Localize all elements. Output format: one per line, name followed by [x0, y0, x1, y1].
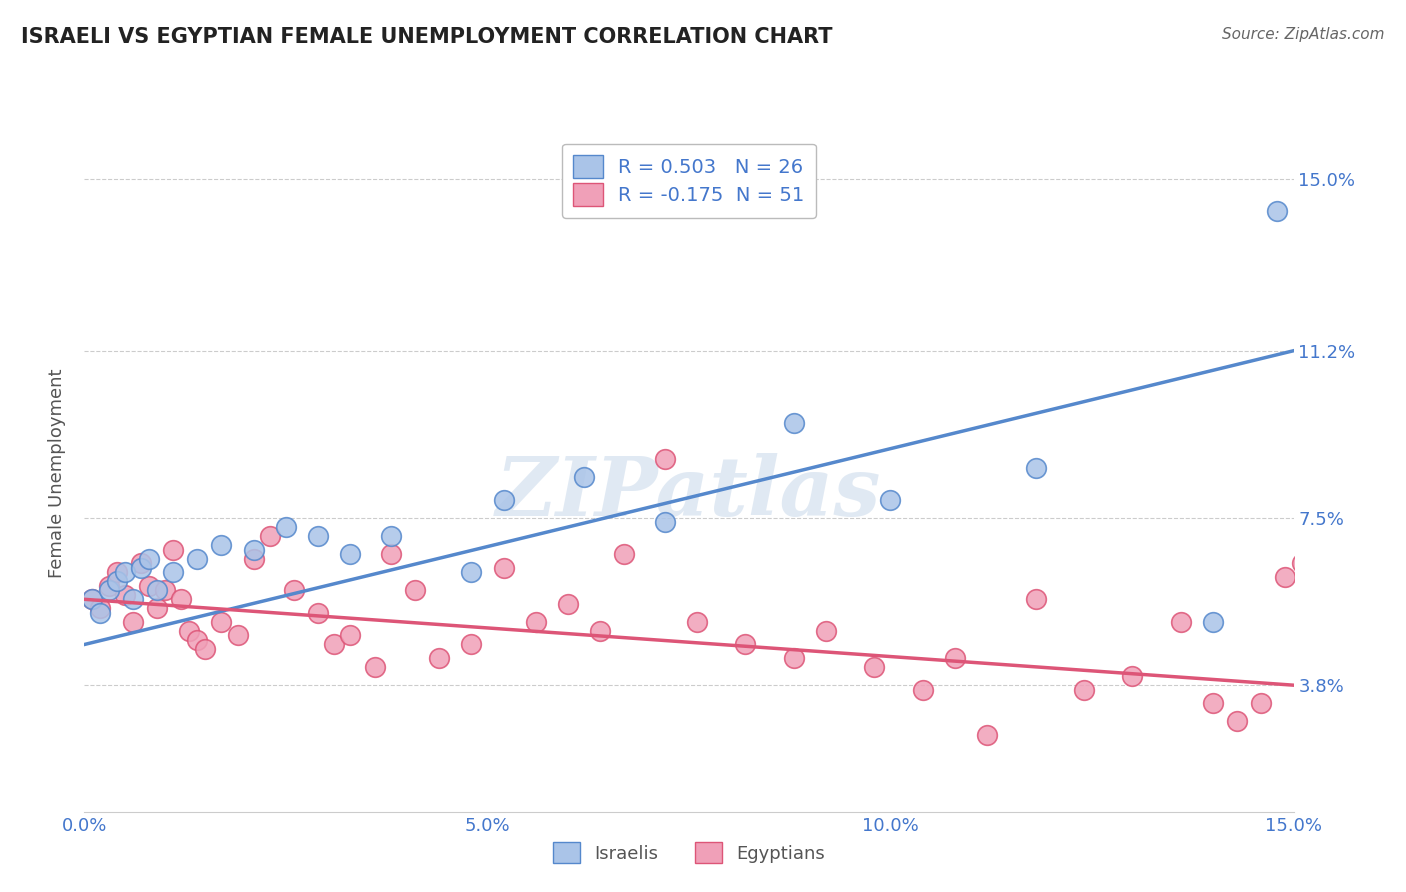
Point	[863, 660, 886, 674]
Point	[654, 452, 676, 467]
Point	[105, 565, 128, 579]
Point	[186, 551, 208, 566]
Point	[179, 624, 201, 638]
Point	[339, 628, 361, 642]
Point	[323, 638, 346, 652]
Point	[1250, 696, 1272, 710]
Text: ZIPatlas: ZIPatlas	[496, 453, 882, 533]
Point	[307, 606, 329, 620]
Point	[814, 624, 837, 638]
Point	[121, 592, 143, 607]
Point	[186, 632, 208, 647]
Point	[492, 492, 515, 507]
Point	[307, 529, 329, 543]
Point	[734, 638, 756, 652]
Point	[783, 651, 806, 665]
Point	[339, 547, 361, 561]
Point	[283, 583, 305, 598]
Point	[226, 628, 249, 642]
Point	[89, 601, 111, 615]
Point	[89, 606, 111, 620]
Point	[209, 538, 232, 552]
Point	[129, 560, 152, 574]
Point	[460, 565, 482, 579]
Point	[129, 556, 152, 570]
Point	[427, 651, 450, 665]
Legend: Israelis, Egyptians: Israelis, Egyptians	[546, 835, 832, 871]
Point	[194, 642, 217, 657]
Point	[170, 592, 193, 607]
Point	[242, 542, 264, 557]
Point	[146, 583, 169, 598]
Point	[138, 551, 160, 566]
Point	[686, 615, 709, 629]
Point	[146, 601, 169, 615]
Point	[589, 624, 612, 638]
Point	[1025, 461, 1047, 475]
Point	[492, 560, 515, 574]
Point	[1202, 696, 1225, 710]
Point	[380, 547, 402, 561]
Point	[557, 597, 579, 611]
Point	[363, 660, 385, 674]
Point	[162, 542, 184, 557]
Point	[654, 516, 676, 530]
Point	[1291, 556, 1313, 570]
Point	[162, 565, 184, 579]
Point	[97, 579, 120, 593]
Point	[879, 492, 901, 507]
Point	[1226, 714, 1249, 729]
Point	[82, 592, 104, 607]
Point	[242, 551, 264, 566]
Point	[911, 682, 934, 697]
Point	[380, 529, 402, 543]
Point	[138, 579, 160, 593]
Point	[524, 615, 547, 629]
Point	[404, 583, 426, 598]
Point	[613, 547, 636, 561]
Point	[1170, 615, 1192, 629]
Point	[572, 470, 595, 484]
Text: ISRAELI VS EGYPTIAN FEMALE UNEMPLOYMENT CORRELATION CHART: ISRAELI VS EGYPTIAN FEMALE UNEMPLOYMENT …	[21, 27, 832, 46]
Point	[209, 615, 232, 629]
Text: Source: ZipAtlas.com: Source: ZipAtlas.com	[1222, 27, 1385, 42]
Point	[97, 583, 120, 598]
Point	[114, 565, 136, 579]
Point	[274, 520, 297, 534]
Point	[1274, 570, 1296, 584]
Point	[82, 592, 104, 607]
Point	[259, 529, 281, 543]
Point	[153, 583, 176, 598]
Point	[1025, 592, 1047, 607]
Point	[105, 574, 128, 589]
Point	[1073, 682, 1095, 697]
Point	[1267, 203, 1289, 218]
Point	[121, 615, 143, 629]
Point	[943, 651, 966, 665]
Point	[976, 728, 998, 742]
Point	[114, 588, 136, 602]
Point	[460, 638, 482, 652]
Point	[783, 416, 806, 430]
Point	[1202, 615, 1225, 629]
Point	[1121, 669, 1143, 683]
Y-axis label: Female Unemployment: Female Unemployment	[48, 368, 66, 577]
